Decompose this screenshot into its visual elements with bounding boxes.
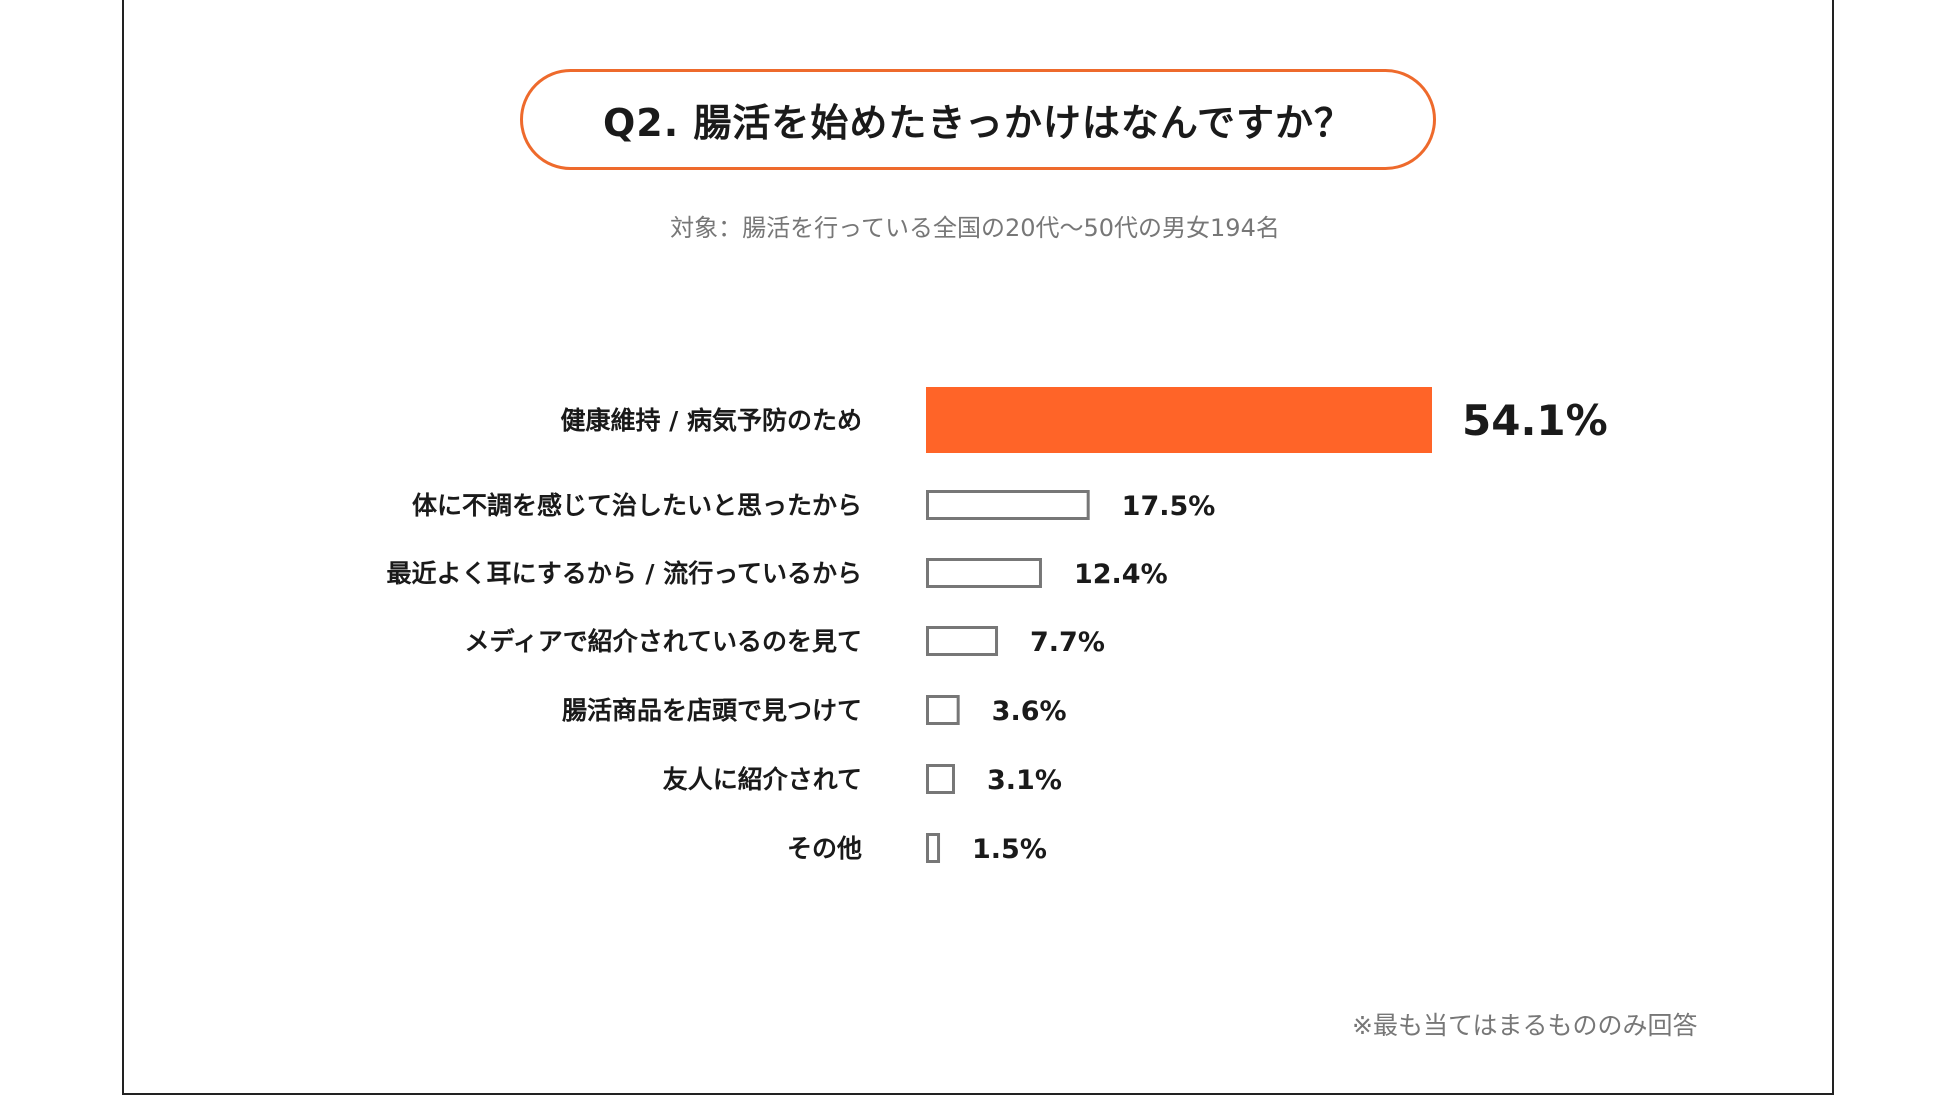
value-label: 3.6% xyxy=(992,696,1067,727)
bar xyxy=(926,387,1432,453)
survey-subtitle: 対象：腸活を行っている全国の20代〜50代の男女194名 xyxy=(670,214,1280,242)
value-label: 54.1% xyxy=(1462,396,1608,445)
bar xyxy=(926,558,1042,588)
value-label: 17.5% xyxy=(1122,491,1216,522)
bar xyxy=(926,695,960,725)
value-label: 7.7% xyxy=(1030,627,1105,658)
footnote: ※最も当てはまるもののみ回答 xyxy=(1352,1011,1698,1040)
value-label: 12.4% xyxy=(1074,559,1168,590)
question-title: Q2. 腸活を始めたきっかけはなんですか？ xyxy=(603,101,1353,145)
category-label: 健康維持 / 病気予防のため xyxy=(560,406,862,435)
bar xyxy=(926,833,941,863)
category-label: 最近よく耳にするから / 流行っているから xyxy=(386,559,862,588)
bar xyxy=(926,490,1090,520)
bar xyxy=(926,626,999,656)
bar xyxy=(926,764,955,794)
value-label: 1.5% xyxy=(972,834,1047,865)
value-label: 3.1% xyxy=(987,765,1062,796)
question-title-pill: Q2. 腸活を始めたきっかけはなんですか？ xyxy=(520,69,1436,170)
category-label: メディアで紹介されているのを見て xyxy=(464,627,862,656)
category-label: 体に不調を感じて治したいと思ったから xyxy=(412,491,862,520)
chart-frame xyxy=(122,0,1834,1095)
category-label: その他 xyxy=(787,834,862,863)
category-label: 友人に紹介されて xyxy=(663,765,862,794)
category-label: 腸活商品を店頭で見つけて xyxy=(562,696,862,725)
